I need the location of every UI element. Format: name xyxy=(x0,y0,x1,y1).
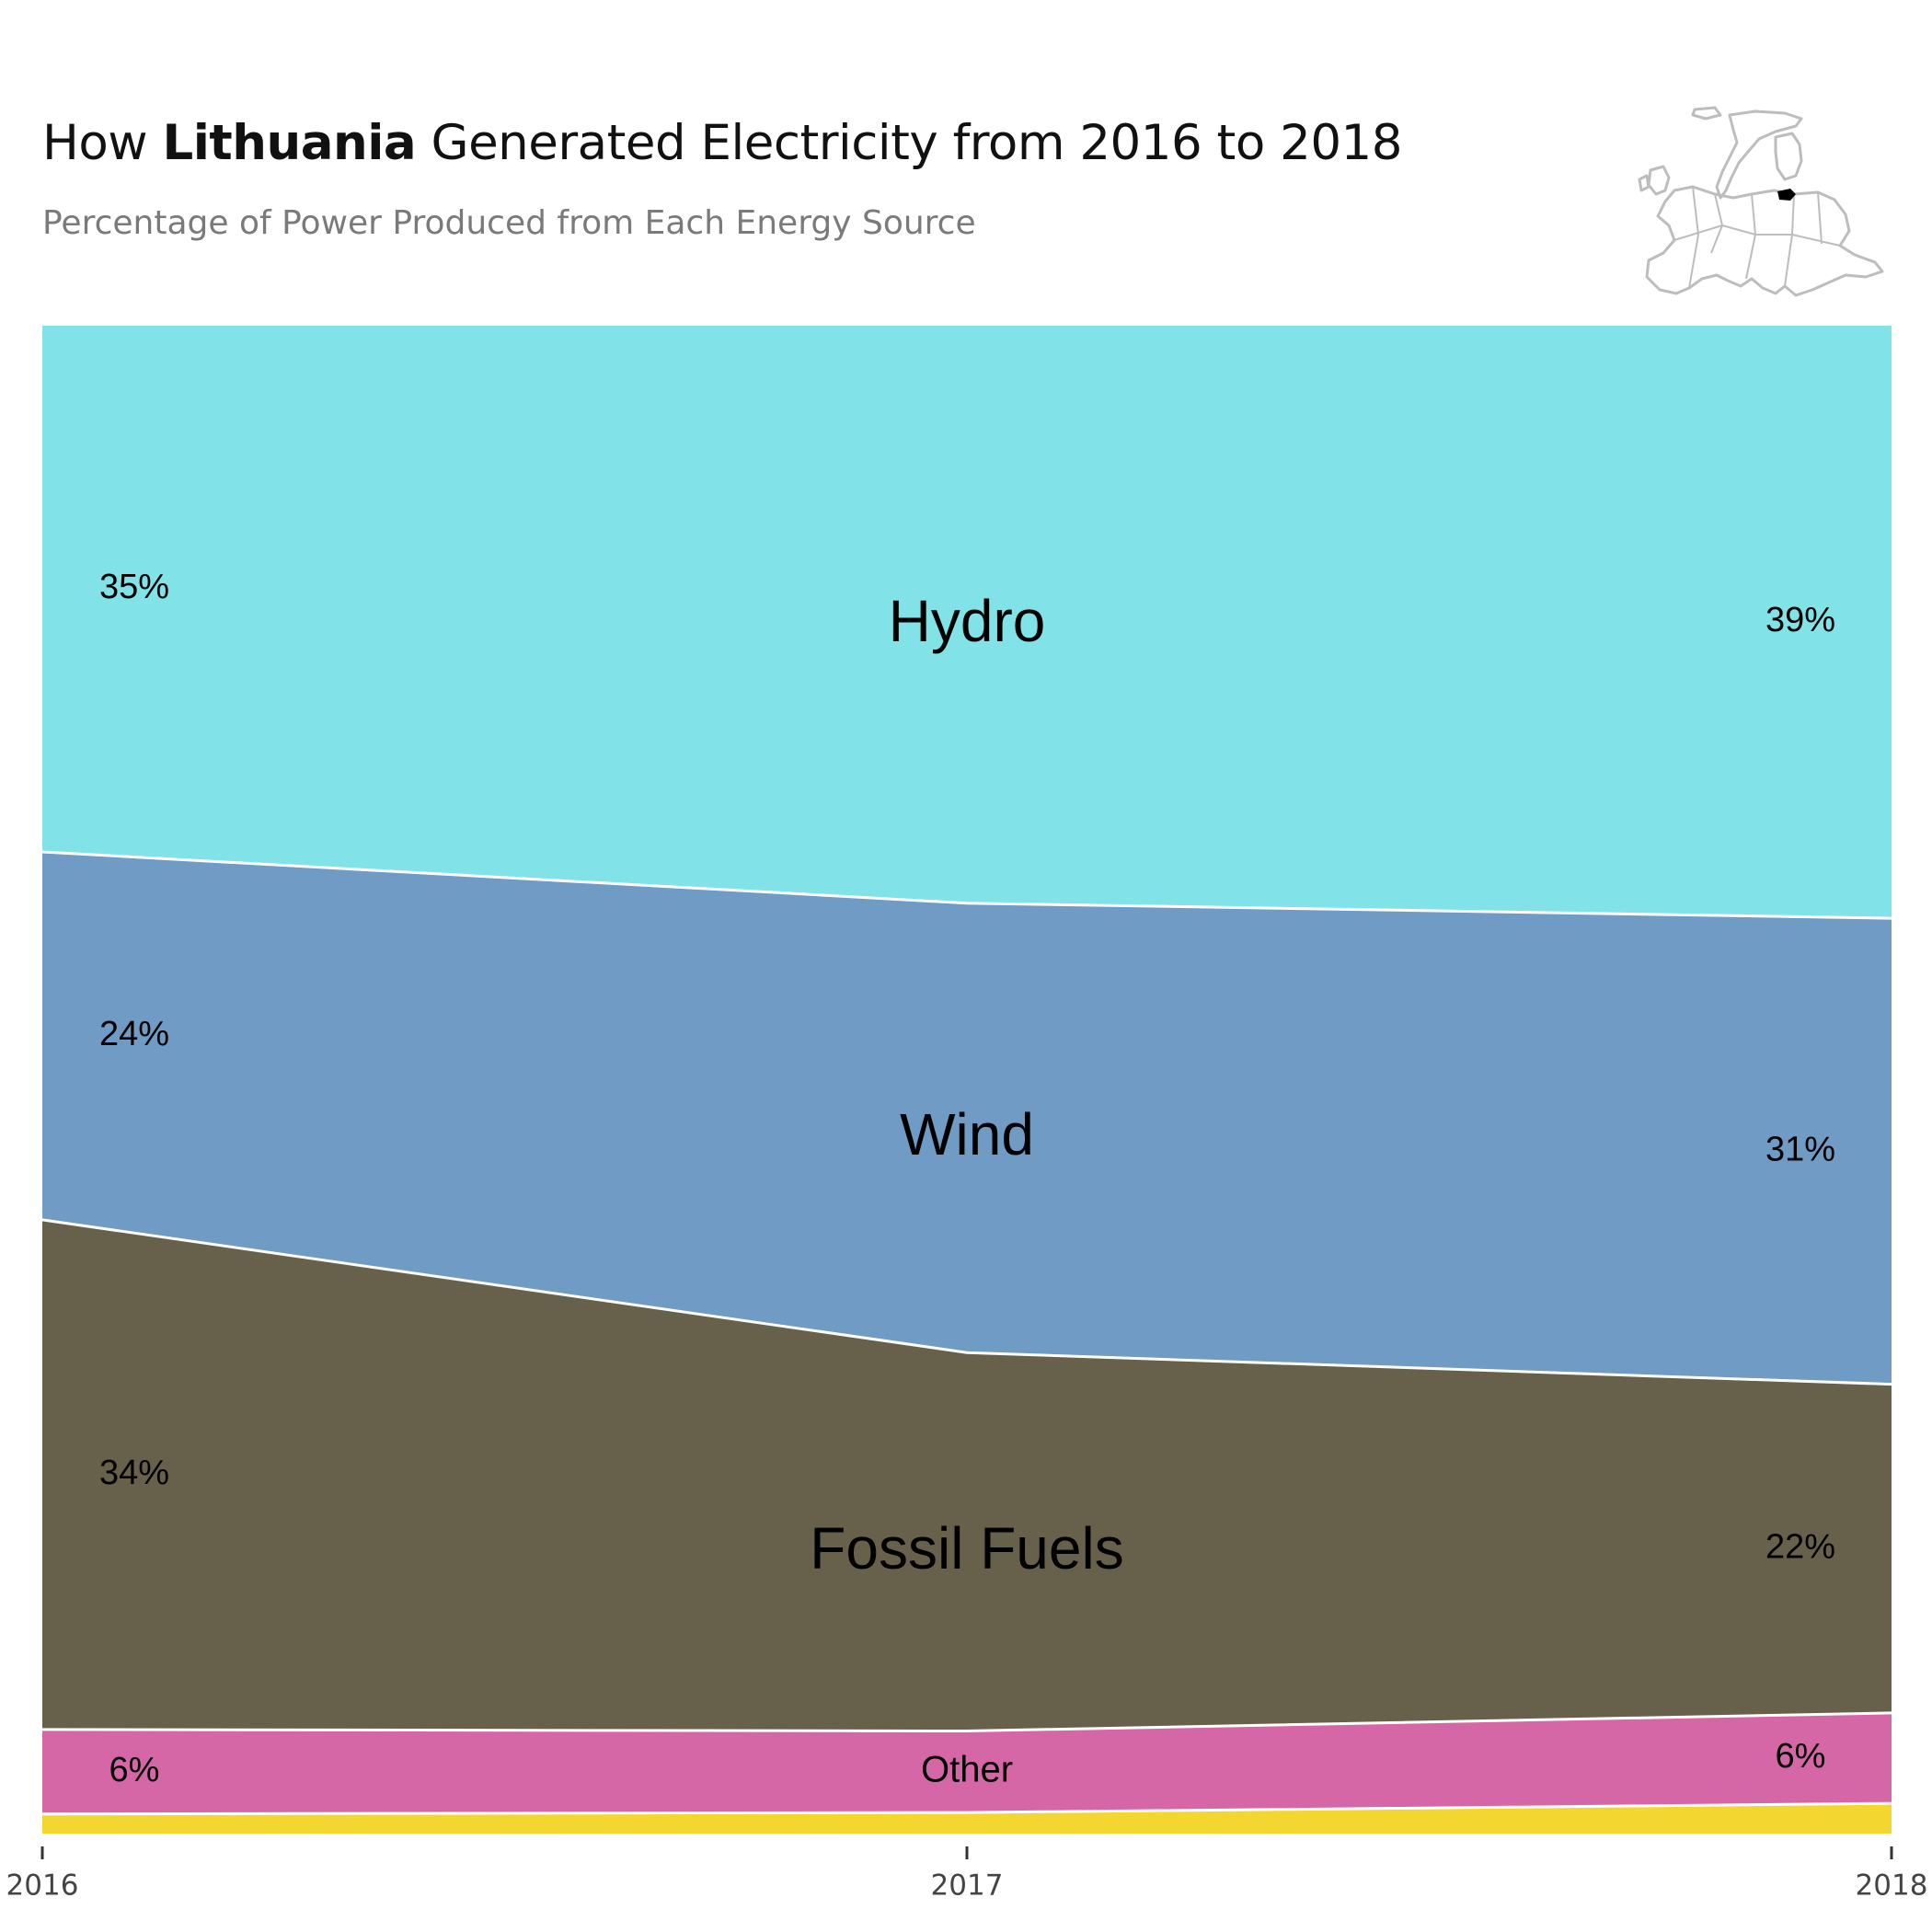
title-suffix: Generated Electricity from 2016 to 2018 xyxy=(416,115,1403,171)
data-label-fossil-fuels-2016: 34% xyxy=(99,1454,169,1492)
band-boundary-0 xyxy=(41,1801,1892,1816)
scandinavia-outline xyxy=(1715,109,1803,200)
series-label-wind: Wind xyxy=(900,1101,1034,1167)
title-prefix: How xyxy=(42,115,163,171)
data-label-hydro-2018: 39% xyxy=(1765,601,1835,639)
internal-borders xyxy=(1673,186,1841,289)
area-fossil-fuels xyxy=(42,1219,1892,1731)
series-label-other: Other xyxy=(921,1749,1013,1789)
band-boundary-2 xyxy=(41,1218,1892,1386)
chart-title: How Lithuania Generated Electricity from… xyxy=(42,115,1402,171)
area-unlabeled-0 xyxy=(42,1803,1892,1834)
x-tick-label-2016: 2016 xyxy=(6,1869,79,1903)
area-hydro xyxy=(42,326,1892,919)
band-boundary-1 xyxy=(41,1711,1892,1733)
title-country: Lithuania xyxy=(162,115,417,171)
iceland-outline xyxy=(1691,106,1722,121)
x-tick-label-2018: 2018 xyxy=(1856,1869,1928,1903)
data-label-other-2016: 6% xyxy=(109,1751,160,1789)
x-tick-label-2017: 2017 xyxy=(931,1869,1004,1903)
europe-map-icon xyxy=(1638,106,1884,297)
area-other xyxy=(42,1712,1892,1814)
mainland-outline xyxy=(1645,185,1884,297)
ireland-outline xyxy=(1638,174,1650,192)
data-label-fossil-fuels-2018: 22% xyxy=(1765,1527,1835,1566)
data-label-other-2018: 6% xyxy=(1776,1737,1826,1776)
chart-subtitle: Percentage of Power Produced from Each E… xyxy=(42,204,976,242)
data-label-wind-2016: 24% xyxy=(99,1015,169,1053)
series-label-hydro: Hydro xyxy=(889,588,1046,654)
series-label-fossil-fuels: Fossil Fuels xyxy=(810,1515,1123,1581)
data-label-wind-2018: 31% xyxy=(1765,1130,1835,1168)
band-boundary-3 xyxy=(41,850,1892,920)
area-wind xyxy=(42,852,1892,1385)
data-label-hydro-2016: 35% xyxy=(99,568,169,606)
lithuania-highlight xyxy=(1777,189,1796,201)
finland-outline xyxy=(1774,132,1803,181)
